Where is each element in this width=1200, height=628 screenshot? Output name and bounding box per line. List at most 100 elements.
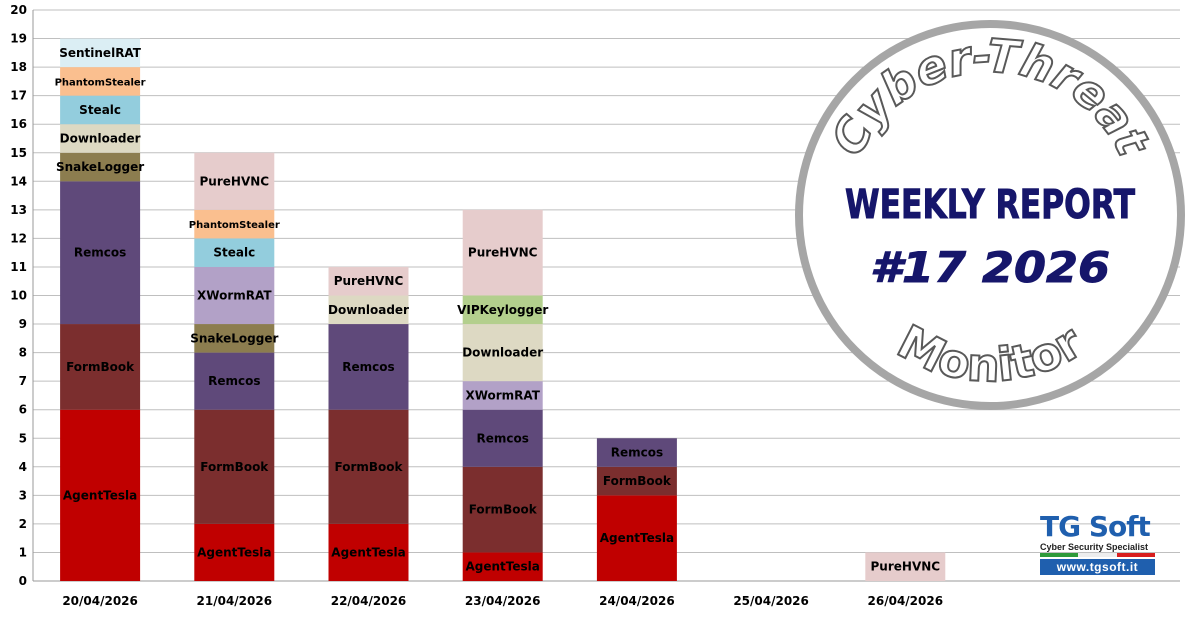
- segment-label: Remcos: [208, 374, 260, 388]
- logo-url[interactable]: www.tgsoft.it: [1040, 559, 1155, 575]
- segment-label: FormBook: [603, 474, 672, 488]
- segment-label: Stealc: [79, 103, 121, 117]
- segment-label: XWormRAT: [465, 388, 540, 402]
- segment-label: Remcos: [611, 446, 663, 460]
- bar-segment-snakelogger: [194, 324, 275, 353]
- bar-segment-sentinelrat: [60, 38, 141, 68]
- y-tick-label: 7: [19, 374, 27, 388]
- y-tick-label: 1: [19, 545, 27, 559]
- y-tick-label: 14: [10, 174, 27, 188]
- segment-label: AgentTesla: [63, 488, 137, 502]
- bar-segment-purehvnc: [328, 266, 409, 296]
- bar-segment-downloader: [60, 124, 141, 153]
- segment-label: PhantomStealer: [55, 77, 146, 88]
- bar-segment-formbook: [60, 324, 141, 410]
- y-tick-label: 16: [10, 117, 27, 131]
- y-tick-label: 3: [19, 488, 27, 502]
- y-tick-label: 13: [10, 203, 27, 217]
- segment-label: AgentTesla: [331, 545, 405, 559]
- segment-label: SentinelRAT: [59, 46, 142, 60]
- segment-label: AgentTesla: [197, 545, 271, 559]
- segment-label: Remcos: [74, 246, 126, 260]
- segment-label: VIPKeylogger: [457, 303, 548, 317]
- y-tick-label: 18: [10, 60, 27, 74]
- logo-name: TG Soft: [1040, 510, 1151, 543]
- bar-segment-purehvnc: [194, 152, 275, 210]
- y-tick-label: 9: [19, 317, 27, 331]
- badge-ring: [795, 20, 1185, 410]
- bar-segment-agenttesla: [60, 409, 141, 581]
- segment-label: Downloader: [462, 346, 543, 360]
- bar-segment-xwormrat: [194, 266, 275, 325]
- y-tick-label: 5: [19, 431, 27, 445]
- bar-segment-stealc: [60, 95, 141, 125]
- segment-label: Downloader: [328, 303, 409, 317]
- y-tick-label: 6: [19, 403, 27, 417]
- segment-label: FormBook: [200, 460, 269, 474]
- segment-label: AgentTesla: [466, 560, 540, 574]
- bar-segment-formbook: [462, 466, 543, 553]
- segment-label: SnakeLogger: [56, 160, 144, 174]
- x-tick-label: 23/04/2026: [465, 594, 541, 608]
- bar-segment-formbook: [328, 409, 409, 524]
- bar-segment-snakelogger: [60, 152, 141, 182]
- bar-segment-agenttesla: [462, 552, 543, 581]
- x-tick-label: 24/04/2026: [599, 594, 675, 608]
- bar-segment-formbook: [194, 409, 275, 524]
- bar-segment-agenttesla: [596, 495, 677, 581]
- bar-segment-purehvnc: [865, 552, 946, 581]
- y-tick-label: 0: [19, 574, 27, 588]
- segment-label: XWormRAT: [197, 289, 272, 303]
- y-tick-label: 12: [10, 231, 27, 245]
- segment-label: Remcos: [342, 360, 394, 374]
- badge-line1: WEEKLY REPORT: [845, 182, 1136, 228]
- x-tick-label: 25/04/2026: [733, 594, 809, 608]
- y-tick-label: 20: [10, 3, 27, 17]
- bar-segment-downloader: [328, 295, 409, 325]
- segment-label: PureHVNC: [334, 274, 404, 288]
- bar-segment-remcos: [328, 324, 409, 410]
- segment-label: Stealc: [213, 246, 255, 260]
- bar-segment-remcos: [60, 181, 141, 325]
- segment-label: PureHVNC: [871, 560, 941, 574]
- tg-soft-logo: TG Soft Cyber Security Specialist www.tg…: [1040, 513, 1155, 575]
- bar-segment-xwormrat: [462, 381, 543, 410]
- segment-label: FormBook: [66, 360, 135, 374]
- segment-label: PureHVNC: [468, 246, 538, 260]
- x-tick-label: 26/04/2026: [868, 594, 944, 608]
- bar-segment-agenttesla: [328, 523, 409, 581]
- bar-segment-remcos: [462, 409, 543, 467]
- x-tick-label: 20/04/2026: [62, 594, 138, 608]
- bar-segment-stealc: [194, 238, 275, 267]
- segment-label: PhantomStealer: [189, 220, 280, 231]
- bar-segment-formbook: [596, 466, 677, 496]
- y-tick-label: 11: [10, 260, 27, 274]
- bar-segment-vipkeylogger: [462, 295, 543, 325]
- segment-label: FormBook: [335, 460, 404, 474]
- italian-flag-stripe: [1040, 553, 1155, 557]
- segment-label: Remcos: [477, 431, 529, 445]
- bar-segment-remcos: [596, 438, 677, 467]
- bar-segment-downloader: [462, 324, 543, 382]
- segment-label: PureHVNC: [200, 174, 270, 188]
- badge-line2: #17 2026: [870, 243, 1110, 292]
- y-tick-label: 15: [10, 146, 27, 160]
- logo-tagline: Cyber Security Specialist: [1040, 542, 1149, 552]
- y-tick-label: 10: [10, 289, 27, 303]
- x-tick-label: 22/04/2026: [331, 594, 407, 608]
- segment-label: AgentTesla: [600, 531, 674, 545]
- segment-label: FormBook: [469, 503, 538, 517]
- y-tick-label: 4: [19, 460, 27, 474]
- y-tick-label: 17: [10, 89, 27, 103]
- y-tick-label: 19: [10, 32, 27, 46]
- x-tick-label: 21/04/2026: [197, 594, 273, 608]
- bar-segment-remcos: [194, 352, 275, 410]
- bar-segment-phantomstealer: [60, 67, 141, 96]
- bar-segment-purehvnc: [462, 209, 543, 296]
- segment-label: SnakeLogger: [190, 331, 278, 345]
- y-tick-label: 8: [19, 346, 27, 360]
- y-tick-label: 2: [19, 517, 27, 531]
- bar-segment-phantomstealer: [194, 209, 275, 239]
